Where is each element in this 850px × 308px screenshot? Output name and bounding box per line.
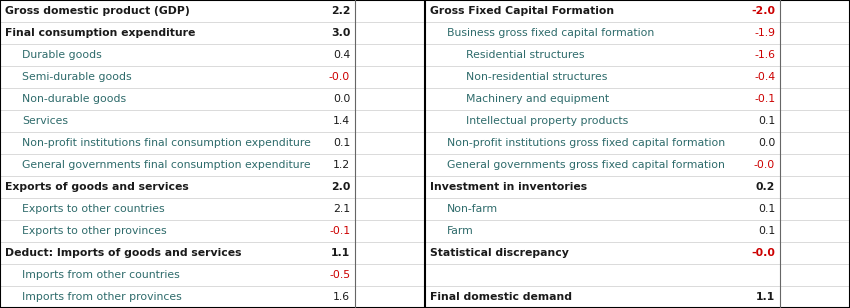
Bar <box>0 154 850 176</box>
Text: 0.2: 0.2 <box>756 182 775 192</box>
Text: General governments final consumption expenditure: General governments final consumption ex… <box>22 160 311 170</box>
Text: -0.1: -0.1 <box>754 94 775 104</box>
Text: 2.0: 2.0 <box>331 182 350 192</box>
Text: General governments gross fixed capital formation: General governments gross fixed capital … <box>447 160 725 170</box>
Text: Gross domestic product (GDP): Gross domestic product (GDP) <box>5 6 190 16</box>
Text: -0.5: -0.5 <box>329 270 350 280</box>
Bar <box>0 198 850 220</box>
Text: Residential structures: Residential structures <box>466 50 584 60</box>
Bar <box>0 220 850 242</box>
Text: 0.1: 0.1 <box>758 204 775 214</box>
Text: Non-profit institutions gross fixed capital formation: Non-profit institutions gross fixed capi… <box>447 138 725 148</box>
Text: Final domestic demand: Final domestic demand <box>430 292 572 302</box>
Text: Imports from other countries: Imports from other countries <box>22 270 180 280</box>
Text: -0.4: -0.4 <box>754 72 775 82</box>
Text: Intellectual property products: Intellectual property products <box>466 116 628 126</box>
Text: -0.0: -0.0 <box>329 72 350 82</box>
Bar <box>0 242 850 264</box>
Text: -1.9: -1.9 <box>754 28 775 38</box>
Text: Final consumption expenditure: Final consumption expenditure <box>5 28 196 38</box>
Text: Gross Fixed Capital Formation: Gross Fixed Capital Formation <box>430 6 615 16</box>
Text: Semi-durable goods: Semi-durable goods <box>22 72 132 82</box>
Text: Non-durable goods: Non-durable goods <box>22 94 126 104</box>
Text: -0.0: -0.0 <box>754 160 775 170</box>
Text: 1.4: 1.4 <box>333 116 350 126</box>
Text: Farm: Farm <box>447 226 473 236</box>
Bar <box>0 110 850 132</box>
Bar <box>0 66 850 88</box>
Text: Imports from other provinces: Imports from other provinces <box>22 292 182 302</box>
Text: Durable goods: Durable goods <box>22 50 102 60</box>
Bar <box>0 176 850 198</box>
Text: 1.1: 1.1 <box>756 292 775 302</box>
Bar <box>0 44 850 66</box>
Bar <box>0 22 850 44</box>
Text: Services: Services <box>22 116 68 126</box>
Text: 0.1: 0.1 <box>758 116 775 126</box>
Text: 0.4: 0.4 <box>333 50 350 60</box>
Text: Exports to other provinces: Exports to other provinces <box>22 226 167 236</box>
Text: -0.1: -0.1 <box>329 226 350 236</box>
Bar <box>0 132 850 154</box>
Text: Exports to other countries: Exports to other countries <box>22 204 165 214</box>
Text: Non-profit institutions final consumption expenditure: Non-profit institutions final consumptio… <box>22 138 311 148</box>
Text: -0.0: -0.0 <box>751 248 775 258</box>
Text: -1.6: -1.6 <box>754 50 775 60</box>
Text: Non-residential structures: Non-residential structures <box>466 72 607 82</box>
Text: Exports of goods and services: Exports of goods and services <box>5 182 189 192</box>
Bar <box>0 88 850 110</box>
Text: Non-farm: Non-farm <box>447 204 498 214</box>
Text: Business gross fixed capital formation: Business gross fixed capital formation <box>447 28 654 38</box>
Text: 0.1: 0.1 <box>758 226 775 236</box>
Text: 0.0: 0.0 <box>758 138 775 148</box>
Text: Machinery and equipment: Machinery and equipment <box>466 94 609 104</box>
Text: Investment in inventories: Investment in inventories <box>430 182 587 192</box>
Text: 1.2: 1.2 <box>333 160 350 170</box>
Bar <box>0 0 850 22</box>
Text: 0.0: 0.0 <box>333 94 350 104</box>
Bar <box>0 286 850 308</box>
Text: 2.1: 2.1 <box>333 204 350 214</box>
Text: Statistical discrepancy: Statistical discrepancy <box>430 248 569 258</box>
Text: 1.6: 1.6 <box>333 292 350 302</box>
Text: 3.0: 3.0 <box>331 28 350 38</box>
Text: -2.0: -2.0 <box>751 6 775 16</box>
Text: 0.1: 0.1 <box>333 138 350 148</box>
Text: 2.2: 2.2 <box>331 6 350 16</box>
Text: 1.1: 1.1 <box>331 248 350 258</box>
Bar <box>0 264 850 286</box>
Text: Deduct: Imports of goods and services: Deduct: Imports of goods and services <box>5 248 241 258</box>
